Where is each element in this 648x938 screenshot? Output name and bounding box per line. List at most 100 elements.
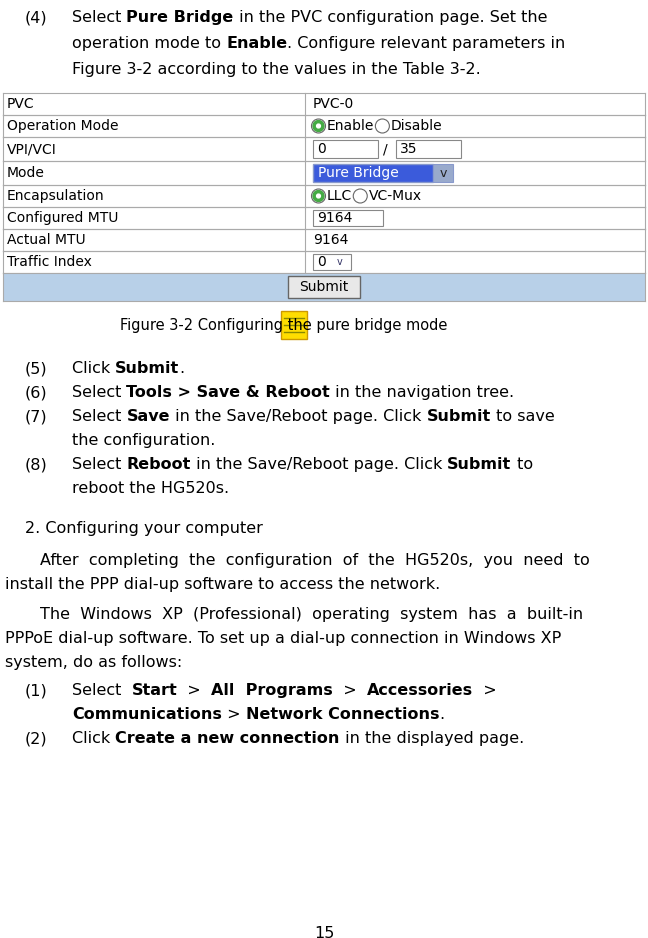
Text: Select: Select xyxy=(72,10,126,25)
Bar xyxy=(3,93,645,115)
Text: Actual MTU: Actual MTU xyxy=(7,233,86,247)
Text: in the displayed page.: in the displayed page. xyxy=(340,731,524,746)
Text: v: v xyxy=(439,167,446,179)
Bar xyxy=(3,207,645,229)
Text: 15: 15 xyxy=(314,926,334,938)
Text: 9164: 9164 xyxy=(317,211,353,225)
Text: >: > xyxy=(178,683,211,698)
Text: Select: Select xyxy=(72,457,126,472)
Text: (6): (6) xyxy=(25,385,47,400)
Text: 0: 0 xyxy=(317,142,326,156)
Text: reboot the HG520s.: reboot the HG520s. xyxy=(72,481,229,496)
Text: . Configure relevant parameters in: . Configure relevant parameters in xyxy=(287,36,566,51)
Circle shape xyxy=(354,190,365,202)
Text: >: > xyxy=(473,683,497,698)
Text: Click: Click xyxy=(72,361,115,376)
Text: /: / xyxy=(383,142,388,156)
Text: Select: Select xyxy=(72,385,126,400)
Text: Configured MTU: Configured MTU xyxy=(7,211,119,225)
Bar xyxy=(281,311,307,339)
Text: PPPoE dial-up software. To set up a dial-up connection in Windows XP: PPPoE dial-up software. To set up a dial… xyxy=(5,631,561,646)
Text: PVC: PVC xyxy=(7,97,34,111)
Text: >: > xyxy=(333,683,367,698)
Circle shape xyxy=(377,120,388,131)
Text: 2. Configuring your computer: 2. Configuring your computer xyxy=(25,521,263,536)
Text: Disable: Disable xyxy=(391,119,443,133)
Bar xyxy=(3,273,645,301)
Text: Submit: Submit xyxy=(447,457,512,472)
Bar xyxy=(3,161,645,185)
Text: Tools > Save & Reboot: Tools > Save & Reboot xyxy=(126,385,330,400)
Text: Enable: Enable xyxy=(327,119,375,133)
Text: Select: Select xyxy=(72,409,126,424)
Circle shape xyxy=(313,190,324,202)
Text: in the Save/Reboot page. Click: in the Save/Reboot page. Click xyxy=(170,409,426,424)
Text: Mode: Mode xyxy=(7,166,45,180)
Text: Save: Save xyxy=(126,409,170,424)
Text: v: v xyxy=(337,257,343,267)
Circle shape xyxy=(317,124,320,128)
Bar xyxy=(3,115,645,137)
Text: Encapsulation: Encapsulation xyxy=(7,189,104,203)
Text: 0: 0 xyxy=(317,255,326,269)
Text: to: to xyxy=(512,457,533,472)
Bar xyxy=(3,251,645,273)
Text: Communications: Communications xyxy=(72,707,222,722)
Text: (8): (8) xyxy=(25,457,48,472)
Text: Pure Bridge: Pure Bridge xyxy=(318,166,399,180)
Bar xyxy=(313,210,383,226)
Bar xyxy=(313,164,433,182)
Text: After  completing  the  configuration  of  the  HG520s,  you  need  to: After completing the configuration of th… xyxy=(40,553,590,568)
Text: VC-Mux: VC-Mux xyxy=(369,189,422,203)
FancyBboxPatch shape xyxy=(288,276,360,298)
Text: All  Programs: All Programs xyxy=(211,683,333,698)
Text: Figure 3-2 Configuring the pure bridge mode: Figure 3-2 Configuring the pure bridge m… xyxy=(120,317,447,332)
Text: 9164: 9164 xyxy=(313,233,349,247)
Text: .: . xyxy=(179,361,185,376)
Bar xyxy=(313,254,351,270)
Text: Enable: Enable xyxy=(226,36,287,51)
Text: install the PPP dial-up software to access the network.: install the PPP dial-up software to acce… xyxy=(5,577,440,592)
Text: the configuration.: the configuration. xyxy=(72,433,215,448)
Text: >: > xyxy=(222,707,246,722)
Text: in the PVC configuration page. Set the: in the PVC configuration page. Set the xyxy=(234,10,548,25)
Text: operation mode to: operation mode to xyxy=(72,36,226,51)
Circle shape xyxy=(313,120,324,131)
Text: Reboot: Reboot xyxy=(126,457,191,472)
Text: to save: to save xyxy=(491,409,555,424)
Text: .: . xyxy=(439,707,445,722)
Text: (2): (2) xyxy=(25,731,47,746)
Bar xyxy=(313,141,378,158)
Circle shape xyxy=(317,194,320,198)
Text: system, do as follows:: system, do as follows: xyxy=(5,655,182,670)
Text: Create a new connection: Create a new connection xyxy=(115,731,340,746)
Text: Start: Start xyxy=(132,683,178,698)
Text: Submit: Submit xyxy=(299,280,349,294)
Text: (7): (7) xyxy=(25,409,47,424)
Bar xyxy=(3,229,645,251)
Text: Traffic Index: Traffic Index xyxy=(7,255,92,269)
Text: PVC-0: PVC-0 xyxy=(313,97,354,111)
Text: VPI/VCI: VPI/VCI xyxy=(7,142,57,156)
Bar xyxy=(3,185,645,207)
Text: in the Save/Reboot page. Click: in the Save/Reboot page. Click xyxy=(191,457,447,472)
Text: The  Windows  XP  (Professional)  operating  system  has  a  built-in: The Windows XP (Professional) operating … xyxy=(40,607,583,622)
Text: Pure Bridge: Pure Bridge xyxy=(126,10,234,25)
Bar xyxy=(433,164,453,182)
Text: Submit: Submit xyxy=(115,361,179,376)
Text: Select: Select xyxy=(72,683,132,698)
Text: Submit: Submit xyxy=(426,409,491,424)
Text: Operation Mode: Operation Mode xyxy=(7,119,119,133)
Text: Click: Click xyxy=(72,731,115,746)
Bar xyxy=(3,137,645,161)
Text: in the navigation tree.: in the navigation tree. xyxy=(330,385,515,400)
Text: Accessories: Accessories xyxy=(367,683,473,698)
Text: (1): (1) xyxy=(25,683,48,698)
Text: Figure 3-2 according to the values in the Table 3-2.: Figure 3-2 according to the values in th… xyxy=(72,62,481,77)
Text: (4): (4) xyxy=(25,10,47,25)
Bar xyxy=(396,141,461,158)
Text: 35: 35 xyxy=(400,142,417,156)
Text: Network Connections: Network Connections xyxy=(246,707,439,722)
Text: LLC: LLC xyxy=(327,189,353,203)
Text: (5): (5) xyxy=(25,361,47,376)
